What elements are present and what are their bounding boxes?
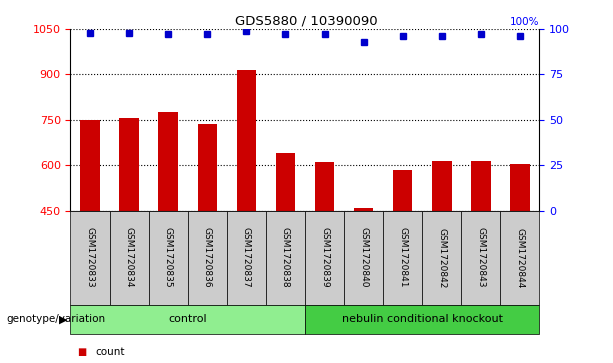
Text: GSM1720835: GSM1720835 (164, 227, 173, 288)
Text: GSM1720844: GSM1720844 (516, 228, 524, 288)
Bar (276, 153, 295, 211)
Text: GSM1720842: GSM1720842 (437, 228, 446, 288)
Bar (510, 164, 530, 211)
Bar (383, 211, 422, 305)
Bar (158, 112, 178, 211)
Text: 100%: 100% (510, 17, 539, 27)
Bar (237, 70, 256, 211)
Text: nebulin conditional knockout: nebulin conditional knockout (341, 314, 503, 325)
Text: GSM1720837: GSM1720837 (242, 227, 251, 288)
Bar (305, 211, 344, 305)
Bar (500, 211, 539, 305)
Text: genotype/variation: genotype/variation (6, 314, 105, 325)
Text: GSM1720836: GSM1720836 (203, 227, 211, 288)
Text: control: control (169, 314, 207, 325)
Text: ▶: ▶ (59, 314, 67, 325)
Bar (227, 211, 266, 305)
Bar (471, 160, 490, 211)
Bar (344, 211, 383, 305)
Bar (462, 211, 500, 305)
Text: GSM1720834: GSM1720834 (124, 228, 134, 288)
Text: GSM1720841: GSM1720841 (398, 228, 407, 288)
Bar (110, 211, 149, 305)
Text: GSM1720838: GSM1720838 (281, 227, 290, 288)
Bar (188, 211, 227, 305)
Bar (305, 305, 539, 334)
Bar (70, 211, 110, 305)
Text: count: count (95, 347, 124, 357)
Text: GSM1720833: GSM1720833 (86, 227, 94, 288)
Bar (80, 120, 100, 211)
Text: ■: ■ (77, 347, 86, 357)
Bar (354, 208, 373, 211)
Text: GSM1720839: GSM1720839 (320, 227, 329, 288)
Bar (120, 118, 139, 211)
Bar (314, 162, 334, 211)
Bar (422, 211, 462, 305)
Bar (266, 211, 305, 305)
Bar (149, 211, 188, 305)
Bar (70, 305, 305, 334)
Text: GSM1720840: GSM1720840 (359, 228, 368, 288)
Bar (432, 160, 452, 211)
Text: GSM1720843: GSM1720843 (476, 228, 485, 288)
Bar (197, 124, 217, 211)
Bar (393, 170, 413, 211)
Text: GDS5880 / 10390090: GDS5880 / 10390090 (235, 15, 378, 28)
